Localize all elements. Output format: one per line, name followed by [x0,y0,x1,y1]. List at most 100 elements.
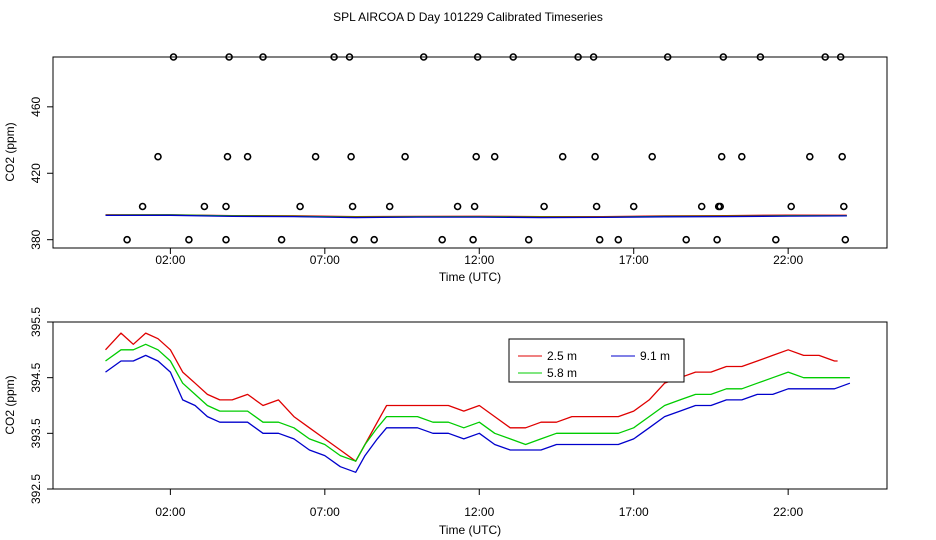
legend-label-5-8m: 5.8 m [547,366,577,380]
top-data-point [345,53,354,61]
legend-label-2-5m: 2.5 m [547,349,577,363]
top-series-line-9-1-m [105,214,847,219]
top-data-point [841,235,850,244]
top-points [123,53,850,244]
top-data-point [123,235,131,244]
top-data-point [821,53,830,61]
top-data-point [470,202,479,211]
top-panel: 02:00 07:00 12:00 17:00 22:00 380 420 460 Time… [3,53,888,284]
bottom-plot-frame [52,321,888,490]
top-data-point [311,152,320,161]
top-data-point [509,53,518,61]
bottom-y-tick-label: 394.5 [29,362,43,392]
top-data-point [663,53,672,61]
top-data-point [713,235,721,244]
top-data-point [154,152,162,161]
bottom-y-axis-label: CO2 (ppm) [3,375,17,434]
top-data-point [697,202,706,211]
top-data-point [296,202,304,211]
top-x-tick-label: 07:00 [310,253,340,267]
top-data-point [836,53,845,61]
top-data-point [838,152,847,161]
legend: 2.5 m 5.8 m 9.1 m [508,338,685,383]
bottom-x-tick-label: 12:00 [464,505,494,519]
top-data-point [222,235,230,244]
bottom-series-line-5-8-m [105,343,850,462]
top-data-point [719,53,728,61]
top-data-point [200,202,209,211]
top-x-axis-label: Time (UTC) [439,270,501,284]
top-data-point [169,53,178,61]
top-data-point [243,152,252,161]
top-y-tick-label: 380 [29,229,43,249]
top-data-point [347,152,355,161]
bottom-x-tick-label: 22:00 [773,505,803,519]
top-data-point [614,235,623,244]
top-data-point [401,152,409,161]
top-data-point [348,202,357,211]
top-x-tick-label: 17:00 [619,253,649,267]
top-data-point [490,152,499,161]
top-data-point [259,53,267,61]
top-data-point [771,235,780,244]
top-data-point [595,235,604,244]
bottom-panel: 02:00 07:00 12:00 17:00 22:00 392.5 393.5 394.… [3,307,888,537]
top-x-tick-label: 22:00 [773,253,803,267]
bottom-x-tick-label: 17:00 [619,505,649,519]
top-data-point [716,202,725,211]
top-y-tick-label: 420 [29,163,43,183]
top-data-point [185,235,193,244]
top-data-point [524,235,533,244]
top-data-point [473,53,482,61]
bottom-x-tick-label: 02:00 [155,505,185,519]
bottom-series [105,332,851,473]
top-data-point [277,235,286,244]
top-data-point [438,235,447,244]
bottom-y-tick-label: 392.5 [29,474,43,504]
bottom-y-tick-label: 393.5 [29,418,43,448]
top-data-point [717,152,726,161]
top-data-point [805,152,814,161]
top-x-tick-label: 02:00 [155,253,185,267]
top-data-point [419,53,428,61]
bottom-y-axis: 392.5 393.5 394.5 395.5 [29,307,54,504]
top-data-point [756,53,765,61]
figure-title: SPL AIRCOA D Day 101229 Calibrated Times… [333,10,603,24]
top-data-point [540,202,548,211]
top-y-axis: 380 420 460 [29,96,54,250]
top-data-point [591,152,599,161]
top-data-point [472,152,481,161]
top-data-point [223,152,232,161]
bottom-x-axis-label: Time (UTC) [439,523,501,537]
bottom-x-tick-label: 07:00 [310,505,340,519]
top-data-point [839,202,848,211]
top-data-point [138,202,147,211]
top-data-point [225,53,233,61]
top-series [105,214,847,219]
top-data-point [222,202,230,211]
top-data-point [574,53,582,61]
bottom-series-line-2-5-m [105,332,838,462]
top-data-point [469,235,477,244]
legend-box [508,338,685,383]
top-y-axis-label: CO2 (ppm) [3,122,17,181]
top-x-axis: 02:00 07:00 12:00 17:00 22:00 [155,247,803,267]
legend-label-9-1m: 9.1 m [640,349,670,363]
top-data-point [737,152,746,161]
top-data-point [787,202,796,211]
bottom-x-axis: 02:00 07:00 12:00 17:00 22:00 [155,488,803,519]
top-data-point [453,202,462,211]
top-x-tick-label: 12:00 [464,253,494,267]
top-data-point [589,53,598,61]
top-data-point [330,53,338,61]
top-data-point [682,235,691,244]
top-data-point [385,202,394,211]
top-data-point [629,202,638,211]
bottom-y-tick-label: 395.5 [29,307,43,337]
top-data-point [648,152,657,161]
top-plot-frame [52,56,888,249]
top-data-point [592,202,601,211]
top-data-point [558,152,567,161]
top-data-point [350,235,359,244]
